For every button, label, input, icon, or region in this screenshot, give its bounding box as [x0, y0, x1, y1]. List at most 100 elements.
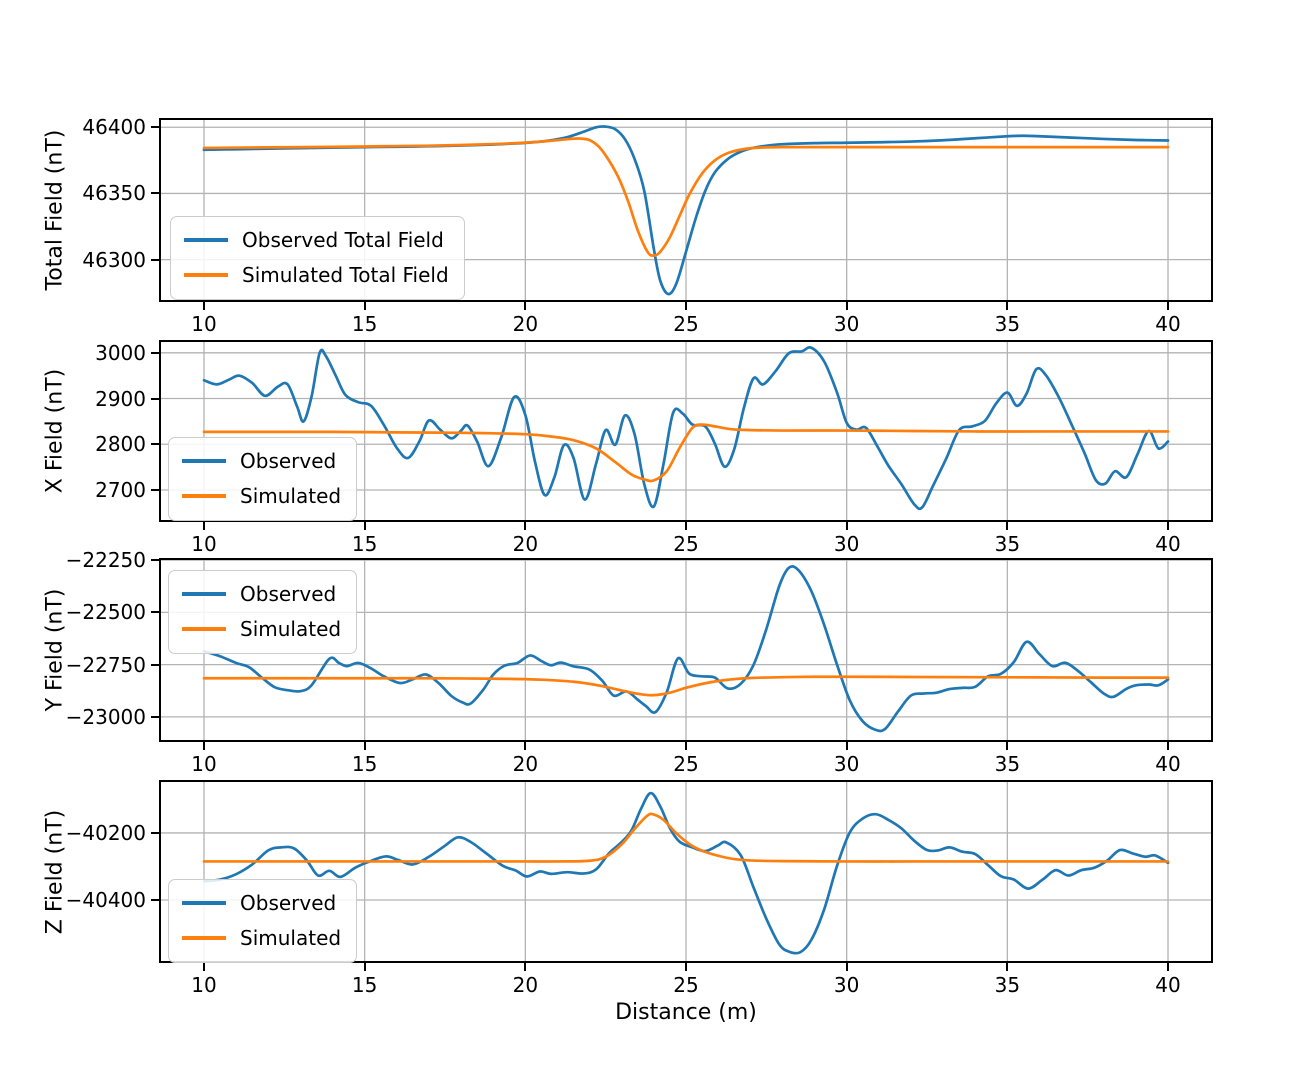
legend-line-swatch	[182, 627, 226, 631]
y-tick-mark	[151, 559, 159, 562]
x-tick-mark	[685, 522, 687, 530]
x-tick-mark	[845, 742, 848, 750]
legend-line-swatch	[184, 238, 228, 242]
x-tick-mark	[202, 742, 205, 750]
x-tick-mark	[524, 742, 527, 750]
y-tick-mark	[151, 611, 159, 614]
x-tick-mark	[202, 522, 205, 530]
x-tick-mark	[685, 963, 687, 971]
x-tick-label: 15	[351, 752, 378, 776]
x-tick-label: 40	[1155, 973, 1181, 997]
chart-canvas	[159, 780, 1213, 963]
simulated-line	[202, 423, 1170, 483]
y-tick-mark	[151, 663, 159, 666]
x-tick-label: 10	[191, 752, 217, 776]
legend-entry: Simulated	[182, 926, 341, 950]
x-axis-label: Distance (m)	[615, 1000, 757, 1025]
x-tick-mark	[1006, 302, 1009, 310]
x-tick-label: 35	[994, 532, 1021, 556]
legend-line-swatch	[182, 494, 226, 498]
plot-area-z-field	[159, 780, 1213, 963]
x-tick-mark	[1167, 742, 1169, 750]
y-tick-mark	[151, 831, 159, 834]
legend-entry: Observed	[182, 582, 341, 606]
x-tick-mark	[685, 742, 687, 750]
x-tick-mark	[1006, 522, 1009, 530]
y-tick-mark	[151, 397, 159, 400]
x-tick-mark	[202, 963, 205, 971]
x-tick-mark	[524, 522, 527, 530]
x-tick-label: 10	[191, 532, 217, 556]
x-tick-label: 35	[994, 312, 1021, 336]
legend-entry: Simulated Total Field	[184, 263, 449, 287]
y-axis-label-x-field: X Field (nT)	[42, 368, 68, 494]
y-tick-label: 46300	[82, 247, 146, 272]
x-tick-label: 30	[833, 532, 860, 556]
y-tick-label: −40400	[65, 887, 146, 912]
legend-entry: Observed	[182, 891, 341, 915]
y-tick-mark	[151, 443, 159, 446]
x-tick-label: 10	[191, 973, 217, 997]
x-tick-label: 35	[994, 752, 1021, 776]
plot-area-y-field	[159, 558, 1213, 742]
x-tick-label: 15	[351, 532, 378, 556]
y-tick-mark	[151, 715, 159, 718]
legend-y-field: Observed Simulated	[168, 570, 358, 654]
legend-line-swatch	[182, 901, 226, 905]
observed-line	[202, 565, 1170, 733]
x-tick-label: 10	[191, 312, 217, 336]
y-tick-mark	[151, 488, 159, 491]
axes-border	[159, 118, 1213, 302]
x-tick-mark	[363, 522, 366, 530]
x-tick-mark	[1167, 522, 1169, 530]
legend-label: Simulated	[240, 617, 342, 641]
legend-label: Simulated	[240, 926, 342, 950]
x-tick-mark	[1167, 963, 1169, 971]
x-tick-label: 20	[512, 752, 539, 776]
x-tick-label: 25	[673, 752, 699, 776]
x-tick-mark	[1167, 302, 1169, 310]
x-tick-mark	[524, 963, 527, 971]
x-tick-mark	[202, 302, 205, 310]
x-tick-mark	[1006, 963, 1009, 971]
x-tick-mark	[1006, 742, 1009, 750]
subplot-x-field: X Field (nT) Observed Simulated 10 15 20 25 3…	[43, 340, 1213, 556]
legend-z-field: Observed Simulated	[168, 879, 358, 963]
axes-border	[159, 340, 1213, 522]
legend-line-swatch	[184, 273, 228, 277]
x-tick-mark	[685, 302, 687, 310]
x-tick-label: 20	[512, 973, 539, 997]
y-tick-label: −22750	[65, 652, 146, 677]
x-tick-label: 20	[512, 312, 539, 336]
y-tick-label: 2800	[95, 432, 146, 457]
chart-canvas	[159, 118, 1213, 302]
x-tick-label: 40	[1155, 312, 1181, 336]
legend-entry: Observed	[182, 449, 341, 473]
x-tick-label: 35	[994, 973, 1021, 997]
y-tick-label: −22500	[65, 600, 146, 625]
y-tick-mark	[151, 898, 159, 901]
observed-line	[202, 346, 1170, 511]
legend-line-swatch	[182, 592, 226, 596]
simulated-line	[202, 812, 1170, 863]
legend-label: Simulated Total Field	[242, 263, 449, 287]
x-tick-label: 30	[833, 973, 860, 997]
legend-line-swatch	[182, 459, 226, 463]
x-tick-label: 15	[351, 312, 378, 336]
legend-entry: Simulated	[182, 484, 341, 508]
x-tick-mark	[845, 302, 848, 310]
legend-label: Observed Total Field	[242, 228, 444, 252]
y-tick-label: 46400	[82, 115, 146, 140]
y-tick-mark	[151, 192, 159, 195]
y-tick-label: 2900	[95, 386, 146, 411]
y-axis-label-total-field: Total Field (nT)	[42, 129, 68, 291]
plot-area-total-field	[159, 118, 1213, 302]
subplot-z-field: Z Field (nT) Observed Simulated 10 15 20 25 3…	[43, 780, 1213, 997]
y-tick-mark	[151, 126, 159, 129]
axes-border	[159, 558, 1213, 742]
y-axis-label-z-field: Z Field (nT)	[42, 809, 68, 934]
x-tick-label: 30	[833, 312, 860, 336]
x-tick-label: 15	[351, 973, 378, 997]
y-tick-label: 46350	[82, 181, 146, 206]
axes-border	[159, 780, 1213, 963]
